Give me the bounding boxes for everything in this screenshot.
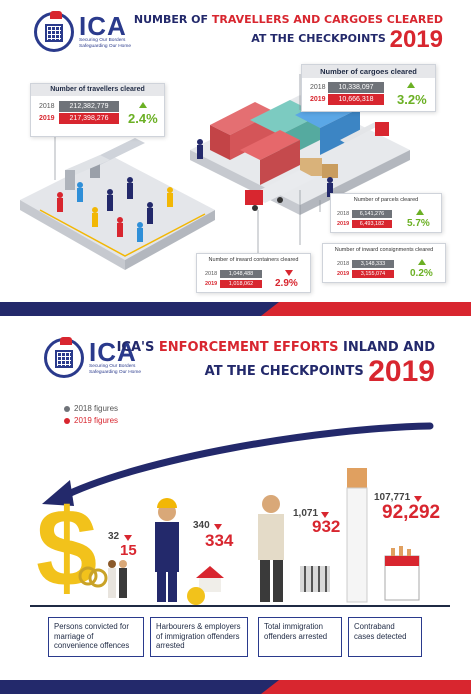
svg-text:$: $	[36, 487, 97, 608]
curved-arrow-icon	[42, 422, 434, 506]
cargoes-2019-value: 10,666,318	[328, 94, 384, 105]
divider-stripe	[0, 302, 471, 316]
travellers-2018-value: 212,382,779	[59, 101, 119, 112]
checkpoint-illustration	[20, 74, 410, 270]
containers-2019-label: 2019	[205, 281, 218, 287]
consignments-2018-value: 3,148,333	[352, 260, 394, 268]
marriage-2018-value: 32	[108, 531, 120, 542]
ica-logo: ICA Securing Our Borders Safeguarding Ou…	[34, 11, 131, 52]
consignments-2018-label: 2018	[337, 261, 350, 267]
title-highlight: TRAVELLERS AND CARGOES CLEARED	[211, 13, 443, 26]
decrease-arrow-icon	[214, 524, 222, 530]
logo-brand: ICA	[79, 11, 127, 41]
ica-crest-icon	[34, 11, 74, 52]
logo-tagline-2: Safeguarding Our Home	[79, 44, 131, 49]
footer-stripe	[0, 680, 471, 694]
travellers-2019-label: 2019	[39, 115, 55, 122]
increase-arrow-icon	[418, 259, 426, 265]
parcels-change: 5.7%	[407, 218, 430, 229]
increase-arrow-icon	[407, 82, 415, 88]
legend-2018-swatch	[64, 405, 70, 412]
parcels-stat-card: Number of parcels cleared 2018 6,141,276…	[330, 193, 442, 233]
legend: 2018 figures 2019 figures	[64, 404, 118, 428]
cargoes-2019-label: 2019	[310, 96, 326, 103]
cargoes-change: 3.2%	[397, 92, 427, 107]
ica-logo: ICA Securing Our Borders Safeguarding Ou…	[44, 337, 141, 378]
enforcement-panel: ICA Securing Our Borders Safeguarding Ou…	[0, 318, 471, 694]
parcels-2018-value: 6,141,276	[352, 210, 392, 218]
containers-title: Number of inward containers cleared	[208, 257, 299, 263]
parcels-2019-value: 6,493,182	[352, 220, 392, 228]
marriage-2019-value: 15	[120, 542, 137, 559]
offenders-2018-value: 1,071	[293, 508, 319, 519]
cargoes-2018-value: 10,338,097	[328, 82, 384, 93]
cargoes-2018-label: 2018	[310, 84, 326, 91]
travellers-stat-card: Number of travellers cleared 2018 212,38…	[30, 83, 165, 137]
legend-2019-swatch	[64, 417, 70, 424]
parcels-2019-label: 2019	[337, 221, 350, 227]
title-highlight: ENFORCEMENT EFFORTS	[158, 340, 339, 355]
parcels-title: Number of parcels cleared	[353, 197, 419, 203]
containers-2019-value: 1,018,062	[220, 280, 262, 288]
cargoes-stat-card: Number of cargoes cleared 2018 10,338,09…	[301, 64, 436, 112]
title-year: 2019	[389, 26, 443, 53]
decrease-arrow-icon	[285, 270, 293, 276]
offenders-2019-value: 932	[312, 517, 341, 536]
containers-stat-card: Number of inward containers cleared 2018…	[196, 253, 311, 293]
harbourers-2018-value: 340	[193, 520, 210, 531]
logo-tagline-1: Securing Our Borders	[89, 364, 136, 369]
dollar-sign-icon: $	[36, 487, 97, 608]
containers-change: 2.9%	[275, 278, 298, 289]
decrease-arrow-icon	[321, 512, 329, 518]
consignments-change: 0.2%	[410, 268, 433, 279]
containers-2018-label: 2018	[205, 271, 218, 277]
decrease-arrow-icon	[414, 496, 422, 502]
legend-2019-label: 2019 figures	[74, 416, 119, 425]
baseline-divider	[30, 605, 450, 607]
title-prefix: ICA'S	[116, 340, 159, 355]
travellers-cargoes-panel: ICA Securing Our Borders Safeguarding Ou…	[0, 0, 471, 300]
logo-tagline-2: Safeguarding Our Home	[89, 370, 141, 375]
title-prefix: NUMBER OF	[133, 13, 212, 26]
travellers-change: 2.4%	[128, 111, 158, 126]
logo-brand: ICA	[89, 337, 137, 367]
increase-arrow-icon	[416, 209, 424, 215]
increase-arrow-icon	[139, 102, 147, 108]
page-title: NUMBER OF TRAVELLERS AND CARGOES CLEARED…	[133, 13, 443, 52]
title-suffix: INLAND AND	[338, 340, 435, 355]
title-line-2: AT THE CHECKPOINTS	[251, 32, 386, 45]
travellers-title: Number of travellers cleared	[31, 84, 164, 96]
title-year: 2019	[368, 355, 435, 388]
consignments-2019-label: 2019	[337, 271, 350, 277]
harbourers-2019-value: 334	[205, 531, 234, 550]
consignments-title: Number of inward consignments cleared	[334, 247, 434, 253]
enforcement-illustrations: $	[36, 468, 420, 608]
contraband-2018-value: 107,771	[374, 492, 411, 503]
ica-crest-icon	[44, 337, 84, 378]
consignments-stat-card: Number of inward consignments cleared 20…	[322, 243, 446, 283]
offenders-caption: Total immigration offenders arrested	[258, 617, 342, 657]
marriage-caption: Persons convicted for marriage of conven…	[48, 617, 144, 657]
page-title: ICA'S ENFORCEMENT EFFORTS INLAND AND AT …	[116, 340, 435, 387]
consignments-2019-value: 3,155,074	[352, 270, 394, 278]
contraband-caption: Contraband cases detected	[348, 617, 422, 657]
travellers-2019-value: 217,398,276	[59, 113, 119, 124]
decrease-arrow-icon	[124, 535, 132, 541]
title-line-2: AT THE CHECKPOINTS	[204, 364, 364, 379]
containers-2018-value: 1,048,488	[220, 270, 262, 278]
parcels-2018-label: 2018	[337, 211, 350, 217]
cargoes-title: Number of cargoes cleared	[302, 65, 435, 78]
contraband-2019-value: 92,292	[382, 502, 441, 523]
travellers-2018-label: 2018	[39, 103, 55, 110]
harbourers-caption: Harbourers & employers of immigration of…	[150, 617, 248, 657]
legend-2018-label: 2018 figures	[74, 404, 119, 413]
logo-tagline-1: Securing Our Borders	[79, 38, 126, 43]
